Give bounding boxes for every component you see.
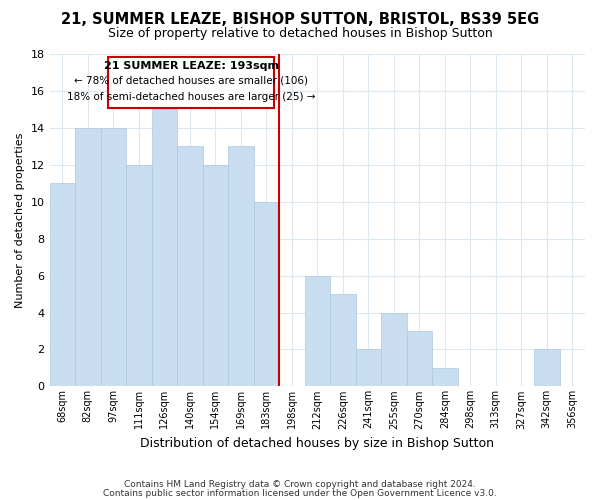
Bar xyxy=(432,368,458,386)
Text: 21, SUMMER LEAZE, BISHOP SUTTON, BRISTOL, BS39 5EG: 21, SUMMER LEAZE, BISHOP SUTTON, BRISTOL… xyxy=(61,12,539,28)
Bar xyxy=(126,165,152,386)
Bar xyxy=(534,350,560,387)
FancyBboxPatch shape xyxy=(108,57,274,108)
Bar xyxy=(407,331,432,386)
Bar xyxy=(101,128,126,386)
Bar xyxy=(75,128,101,386)
Bar xyxy=(305,276,330,386)
Text: 18% of semi-detached houses are larger (25) →: 18% of semi-detached houses are larger (… xyxy=(67,92,316,102)
Text: Contains public sector information licensed under the Open Government Licence v3: Contains public sector information licen… xyxy=(103,489,497,498)
Bar xyxy=(228,146,254,386)
Text: Contains HM Land Registry data © Crown copyright and database right 2024.: Contains HM Land Registry data © Crown c… xyxy=(124,480,476,489)
Bar xyxy=(152,110,177,386)
Bar xyxy=(330,294,356,386)
Bar xyxy=(381,312,407,386)
X-axis label: Distribution of detached houses by size in Bishop Sutton: Distribution of detached houses by size … xyxy=(140,437,494,450)
Bar xyxy=(254,202,279,386)
Text: Size of property relative to detached houses in Bishop Sutton: Size of property relative to detached ho… xyxy=(107,28,493,40)
Bar xyxy=(356,350,381,387)
Text: 21 SUMMER LEAZE: 193sqm: 21 SUMMER LEAZE: 193sqm xyxy=(104,61,278,71)
Bar xyxy=(203,165,228,386)
Bar xyxy=(50,184,75,386)
Text: ← 78% of detached houses are smaller (106): ← 78% of detached houses are smaller (10… xyxy=(74,76,308,86)
Y-axis label: Number of detached properties: Number of detached properties xyxy=(15,132,25,308)
Bar xyxy=(177,146,203,386)
